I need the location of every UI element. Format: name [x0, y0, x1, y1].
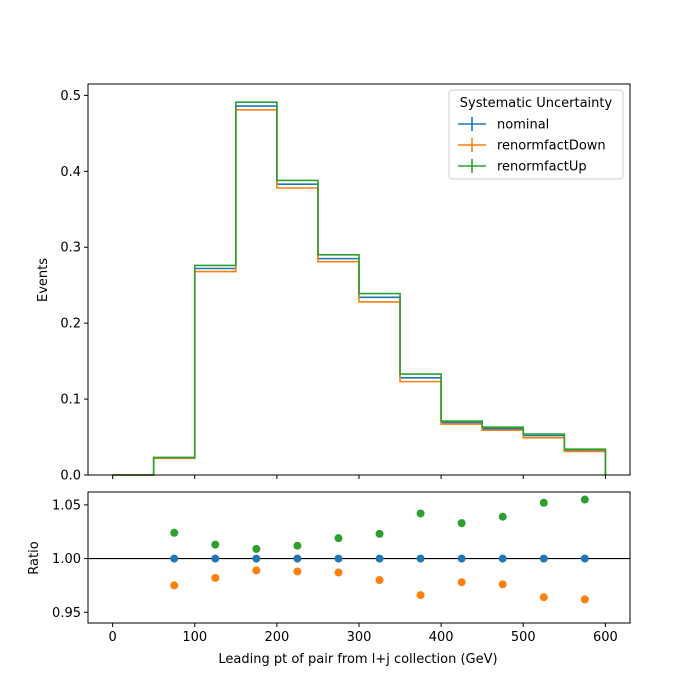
ratio-point-renormfactUp: [211, 540, 220, 549]
ratio-point-renormfactDown: [457, 578, 466, 587]
ratio-y-axis-label: Ratio: [27, 541, 42, 574]
ratio-point-renormfactUp: [416, 509, 425, 518]
ratio-point-nominal: [498, 554, 507, 563]
ratio-point-nominal: [416, 554, 425, 563]
ratio-point-nominal: [457, 554, 466, 563]
ratio-point-renormfactUp: [293, 541, 302, 550]
main-y-axis-label: Events: [36, 258, 51, 302]
ratio-x-tick-label: 300: [347, 630, 372, 645]
ratio-x-ticks: 0 100 200 300 400 500 600: [108, 623, 618, 645]
ratio-point-renormfactDown: [293, 567, 302, 576]
ratio-point-nominal: [211, 554, 220, 563]
ratio-point-renormfactDown: [539, 593, 548, 602]
ratio-point-renormfactUp: [498, 512, 507, 521]
legend-label-renormfactUp: renormfactUp: [497, 160, 587, 175]
main-y-tick-label: 0.4: [60, 165, 81, 180]
ratio-points: [170, 495, 589, 604]
ratio-point-nominal: [375, 554, 384, 563]
series-line-renormfactUp: [112, 101, 607, 476]
ratio-x-tick-label: 500: [511, 630, 536, 645]
main-y-tick-label: 0.1: [60, 393, 81, 408]
legend-title: Systematic Uncertainty: [460, 96, 613, 111]
ratio-x-tick-label: 600: [593, 630, 618, 645]
ratio-point-renormfactDown: [580, 595, 589, 604]
main-y-ticks: 0.0 0.1 0.2 0.3 0.4 0.5: [60, 89, 88, 484]
ratio-y-tick-label: 0.95: [52, 606, 81, 621]
main-plot-panel: 0.0 0.1 0.2 0.3 0.4 0.5 Events Systematic Unc…: [36, 83, 631, 484]
ratio-point-renormfactUp: [252, 544, 261, 553]
main-series-lines: [112, 101, 607, 476]
ratio-point-nominal: [539, 554, 548, 563]
ratio-point-renormfactUp: [539, 498, 548, 507]
ratio-x-tick-label: 200: [264, 630, 289, 645]
ratio-point-nominal: [293, 554, 302, 563]
ratio-point-renormfactUp: [334, 534, 343, 543]
main-y-tick-label: 0.0: [60, 469, 81, 484]
ratio-y-tick-label: 1.05: [52, 498, 81, 513]
legend-label-renormfactDown: renormfactDown: [497, 139, 606, 154]
ratio-x-tick-label: 400: [429, 630, 454, 645]
ratio-point-nominal: [170, 554, 179, 563]
ratio-x-tick-label: 0: [108, 630, 116, 645]
ratio-point-renormfactDown: [211, 573, 220, 582]
ratio-point-renormfactUp: [580, 495, 589, 504]
ratio-point-renormfactDown: [334, 568, 343, 577]
ratio-point-nominal: [334, 554, 343, 563]
legend: Systematic Uncertainty nominal renormfact…: [448, 89, 624, 180]
legend-box: [448, 89, 624, 180]
ratio-point-renormfactDown: [170, 581, 179, 590]
ratio-point-renormfactDown: [416, 591, 425, 600]
main-y-tick-label: 0.5: [60, 89, 81, 104]
ratio-point-renormfactUp: [457, 519, 466, 528]
ratio-x-tick-label: 100: [182, 630, 207, 645]
x-axis-label: Leading pt of pair from l+j collection (…: [218, 652, 497, 667]
ratio-point-renormfactUp: [170, 528, 179, 537]
ratio-point-renormfactUp: [375, 529, 384, 538]
legend-label-nominal: nominal: [497, 118, 549, 133]
ratio-point-renormfactDown: [252, 566, 261, 575]
main-y-tick-label: 0.3: [60, 241, 81, 256]
ratio-point-renormfactDown: [375, 576, 384, 585]
ratio-point-nominal: [252, 554, 261, 563]
legend-entries: nominal renormfactDown renormfactUp: [458, 117, 606, 175]
main-y-tick-label: 0.2: [60, 317, 81, 332]
ratio-y-ticks: 0.95 1.00 1.05: [52, 498, 88, 621]
ratio-point-renormfactDown: [498, 580, 507, 589]
ratio-point-nominal: [580, 554, 589, 563]
main-x-ticks: [112, 475, 606, 479]
ratio-y-tick-label: 1.00: [52, 552, 81, 567]
ratio-plot-panel: 0 100 200 300 400 500 600 0.95 1.00 1.05 Ratio L…: [27, 491, 631, 667]
